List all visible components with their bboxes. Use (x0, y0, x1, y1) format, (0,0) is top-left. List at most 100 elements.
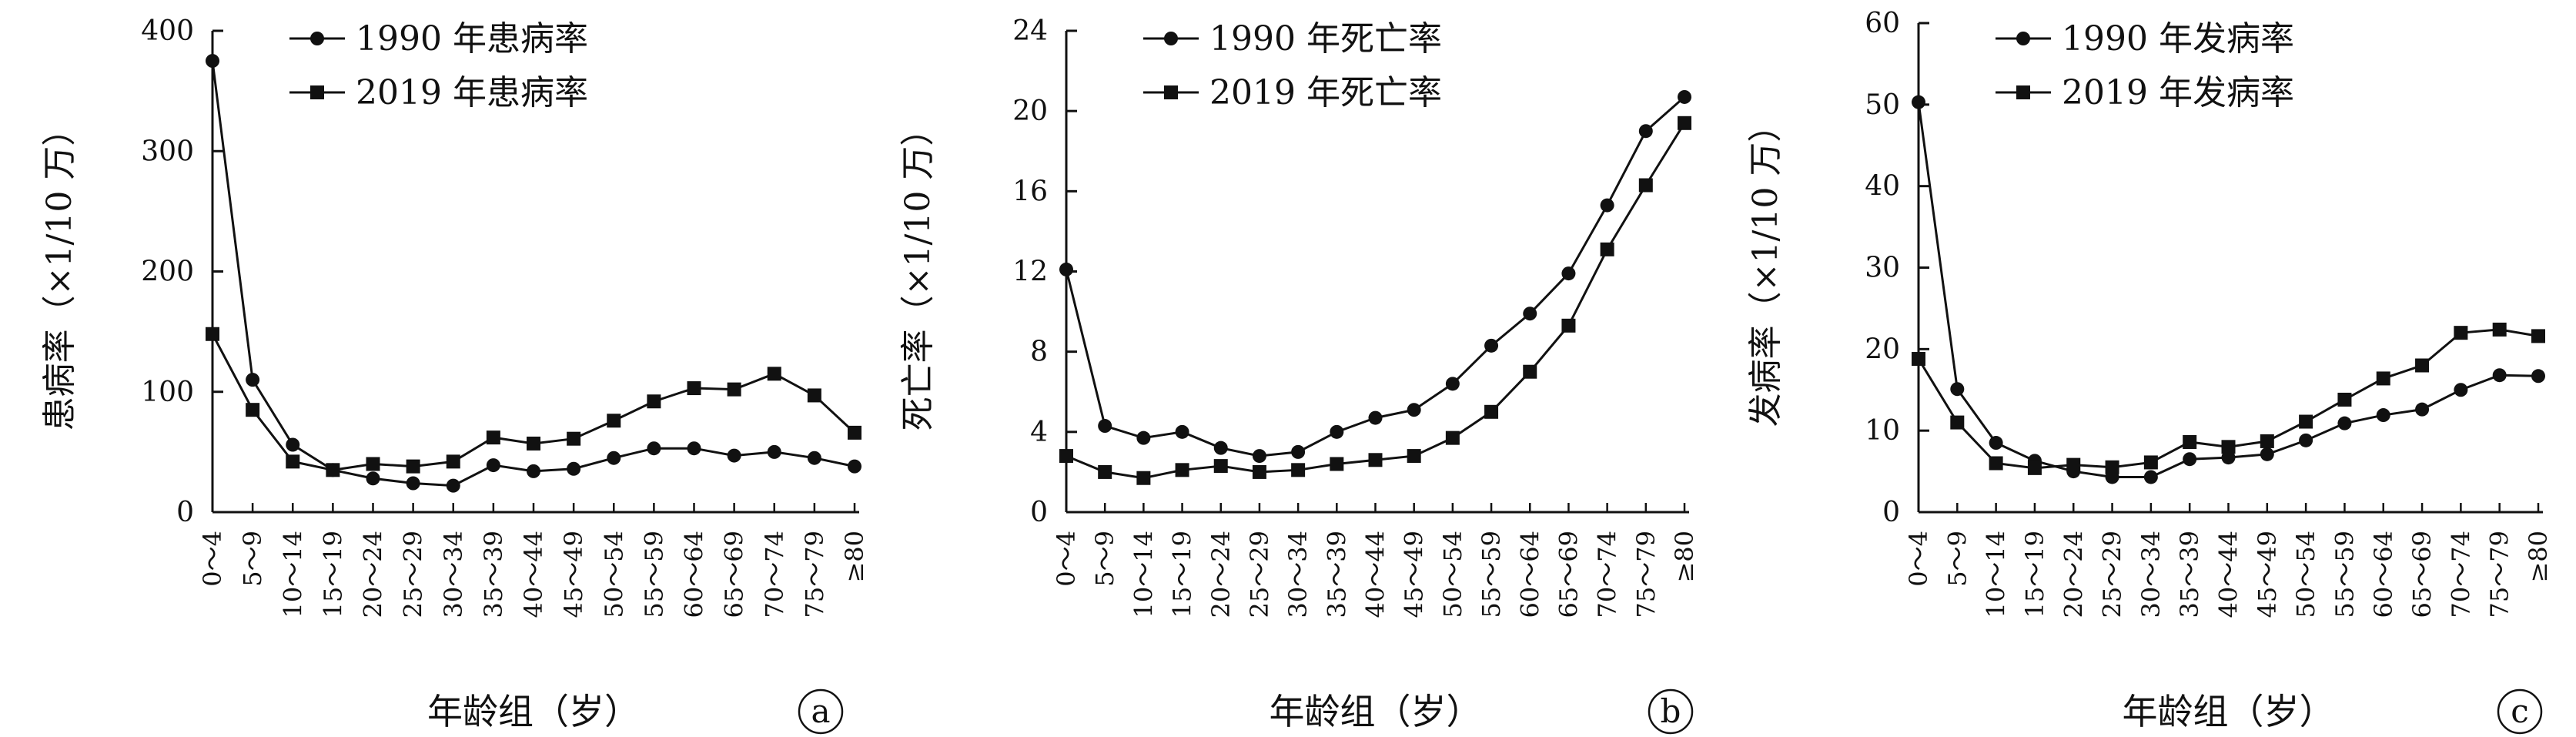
x-tick-label: 45～49 (1400, 531, 1429, 618)
y-axis-label: 患病率（×1/10 万） (40, 112, 79, 431)
data-point-1 (2183, 452, 2197, 467)
data-point-1 (2221, 451, 2236, 465)
y-tick-label: 12 (1012, 256, 1048, 288)
data-point-2 (1638, 178, 1653, 193)
panel-letter: b (1661, 692, 1681, 730)
data-point-1 (1291, 444, 1306, 459)
data-point-2 (286, 454, 300, 469)
data-point-1 (366, 471, 380, 486)
data-point-2 (687, 381, 701, 396)
x-tick-label: 15～19 (2020, 531, 2049, 618)
data-point-1 (1523, 307, 1537, 321)
legend-label: 2019 年死亡率 (1209, 73, 1442, 112)
data-point-1 (767, 444, 781, 459)
data-point-2 (1291, 463, 1306, 477)
data-point-2 (2376, 371, 2390, 386)
data-point-1 (727, 448, 741, 463)
data-point-2 (727, 382, 741, 397)
x-tick-label: 30～34 (1283, 531, 1313, 618)
data-point-2 (1213, 459, 1228, 474)
x-tick-label: 60～64 (2369, 531, 2398, 618)
data-point-1 (1252, 449, 1266, 464)
x-tick-label: 10～14 (1982, 531, 2011, 618)
y-tick-label: 60 (1865, 8, 1900, 39)
data-point-1 (1950, 382, 1965, 397)
legend-marker-square (310, 85, 324, 99)
data-point-2 (1950, 415, 1965, 430)
data-point-1 (2143, 470, 2158, 484)
x-tick-label: 10～14 (278, 531, 307, 618)
panel-letter-circle (2497, 688, 2543, 735)
x-tick-label: 55～59 (2330, 531, 2359, 618)
x-tick-label: 40～44 (1361, 531, 1390, 618)
y-tick-label: 24 (1012, 15, 1048, 47)
x-tick-label: 25～29 (2098, 531, 2127, 618)
data-point-2 (2492, 322, 2507, 337)
x-tick-label: 45～49 (2253, 531, 2282, 618)
x-tick-label: 75～79 (1631, 531, 1661, 618)
data-point-1 (2260, 447, 2274, 461)
x-axis-label: 年龄组（岁） (2123, 691, 2335, 732)
x-tick-label: 60～64 (1515, 531, 1544, 618)
y-tick-label: 40 (1865, 171, 1900, 203)
data-point-1 (2415, 402, 2430, 417)
data-point-2 (486, 430, 500, 445)
data-point-2 (446, 454, 460, 469)
data-point-1 (1989, 436, 2003, 451)
legend-label: 1990 年患病率 (356, 19, 588, 59)
data-point-2 (2299, 414, 2313, 429)
y-tick-label: 0 (1030, 497, 1048, 528)
x-tick-label: 35～39 (479, 531, 508, 618)
x-tick-label: 0～4 (1904, 531, 1933, 587)
y-tick-label: 4 (1030, 417, 1048, 448)
data-point-1 (527, 464, 540, 478)
x-tick-label: ≥80 (840, 531, 869, 583)
x-tick-label: 40～44 (2214, 531, 2243, 618)
x-tick-label: 30～34 (439, 531, 468, 618)
x-tick-label: 40～44 (519, 531, 548, 618)
y-axis-label: 发病率（×1/10 万） (1746, 109, 1785, 427)
data-point-2 (2415, 358, 2430, 373)
x-tick-label: 70～74 (2446, 531, 2475, 618)
data-point-1 (1175, 424, 1189, 439)
data-point-2 (2066, 457, 2081, 472)
data-point-2 (1098, 464, 1112, 479)
x-tick-label: 0～4 (1052, 531, 1081, 587)
legend-label: 2019 年患病率 (356, 73, 588, 112)
data-point-1 (2531, 369, 2545, 384)
data-point-2 (2105, 460, 2119, 474)
legend-label: 1990 年死亡率 (1209, 19, 1442, 59)
x-tick-label: 15～19 (318, 531, 347, 618)
x-tick-label: 5～9 (1942, 531, 1972, 587)
y-tick-label: 30 (1865, 253, 1900, 284)
chart-panel-b: 0 4 8 12 16 20 24 0～4 5～9 10～14 15～19 20～24 25～29 30～… (898, 15, 1699, 735)
data-point-2 (647, 394, 661, 409)
x-tick-label: 0～4 (198, 531, 227, 587)
x-tick-label: 5～9 (1090, 531, 1119, 587)
x-tick-label: 20～24 (2059, 531, 2088, 618)
data-point-2 (1136, 471, 1151, 485)
legend-marker-square (1164, 85, 1178, 99)
data-point-1 (607, 451, 621, 465)
data-point-1 (1561, 266, 1576, 281)
x-tick-label: 75～79 (2485, 531, 2514, 618)
panel-letter-circle (1648, 688, 1694, 735)
legend-marker-square (2016, 85, 2030, 99)
data-point-2 (2337, 392, 2352, 407)
data-point-2 (1484, 404, 1499, 419)
data-point-1 (1445, 377, 1460, 391)
series-line-1 (1917, 102, 2539, 478)
data-point-1 (246, 373, 260, 387)
y-tick-label: 10 (1865, 415, 1900, 447)
data-point-2 (527, 436, 540, 451)
y-tick-label: 0 (176, 497, 194, 528)
data-point-2 (567, 431, 581, 446)
y-tick-label: 300 (141, 136, 194, 167)
data-point-2 (848, 425, 861, 440)
x-tick-label: 45～49 (559, 531, 588, 618)
data-point-2 (607, 414, 621, 428)
data-point-1 (2492, 368, 2507, 383)
panel-letter: a (811, 692, 830, 730)
data-point-2 (326, 463, 340, 477)
x-tick-label: 65～69 (2407, 531, 2437, 618)
